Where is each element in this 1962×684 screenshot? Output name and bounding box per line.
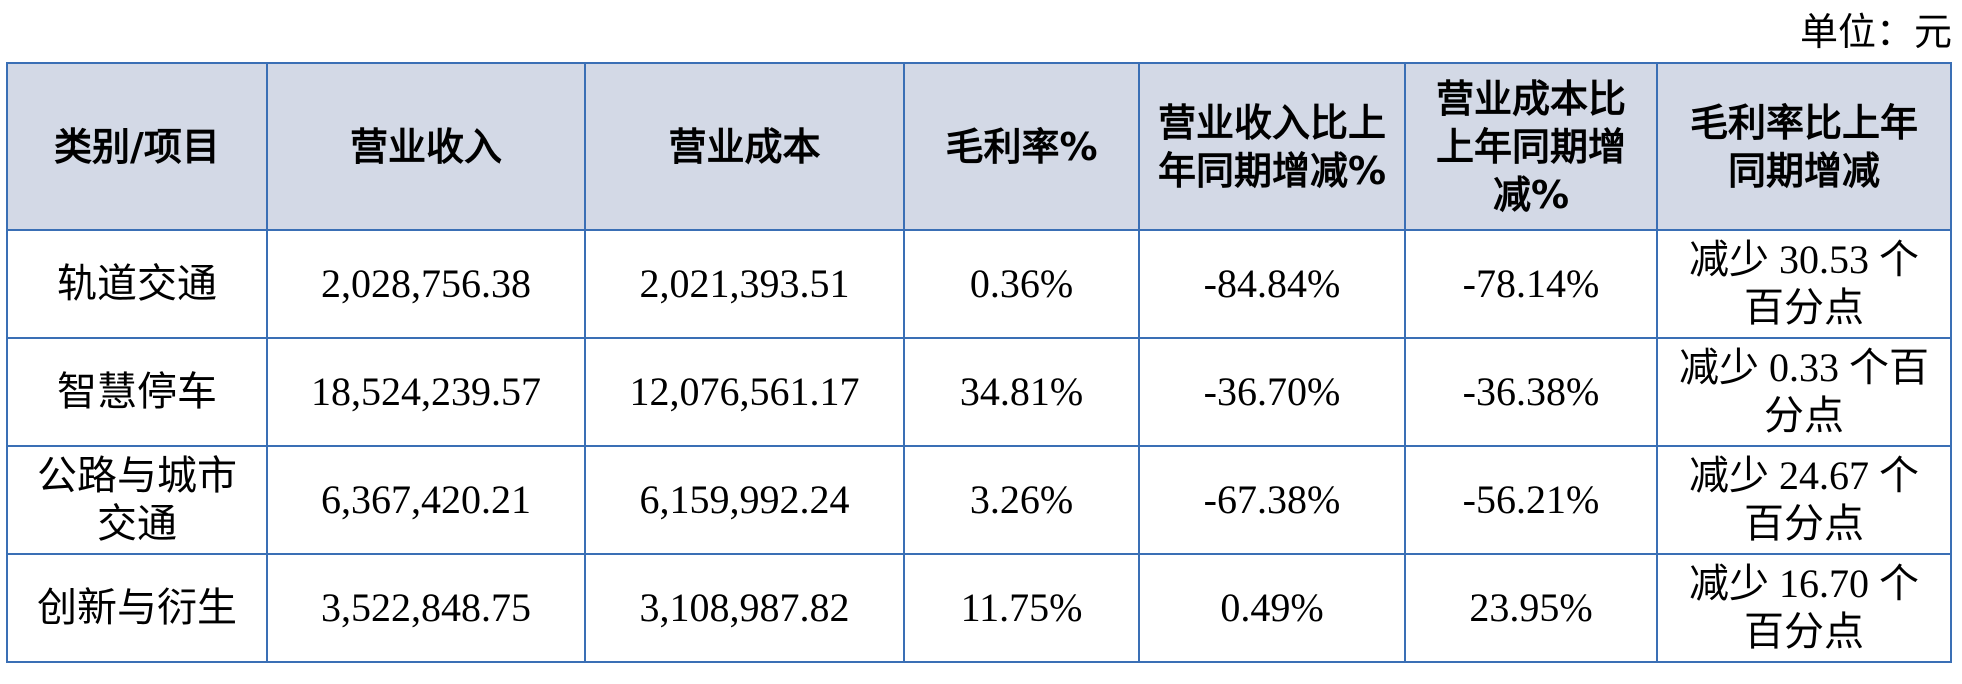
table-cell: 12,076,561.17 — [584, 337, 905, 447]
unit-label: 单位：元 — [1799, 12, 1952, 54]
table-cell: 3.26% — [903, 445, 1140, 555]
header-cell: 营业收入比上年同期增减% — [1138, 62, 1406, 231]
table-cell: -56.21% — [1404, 445, 1658, 555]
header-cell: 营业收入 — [266, 62, 586, 231]
table-row: 轨道交通 2,028,756.38 2,021,393.51 0.36% -84.84%… — [6, 229, 1952, 339]
header-cell: 营业成本 — [584, 62, 905, 231]
header-cell: 毛利率比上年同期增减 — [1656, 62, 1952, 231]
table-cell: 减少 30.53 个百分点 — [1656, 229, 1952, 339]
header-cell: 类别/项目 — [6, 62, 268, 231]
table-cell: 减少 24.67 个百分点 — [1656, 445, 1952, 555]
table-cell: 减少 16.70 个百分点 — [1656, 553, 1952, 663]
table-cell: 0.36% — [903, 229, 1140, 339]
table-cell: 11.75% — [903, 553, 1140, 663]
table-cell: -78.14% — [1404, 229, 1658, 339]
table-cell: -36.70% — [1138, 337, 1406, 447]
table-cell: 34.81% — [903, 337, 1140, 447]
header-cell: 毛利率% — [903, 62, 1140, 231]
table-cell: -36.38% — [1404, 337, 1658, 447]
table-cell: 3,522,848.75 — [266, 553, 586, 663]
table-cell: -84.84% — [1138, 229, 1406, 339]
table-cell: 18,524,239.57 — [266, 337, 586, 447]
table-cell: 6,367,420.21 — [266, 445, 586, 555]
table-cell: 2,021,393.51 — [584, 229, 905, 339]
table-cell: 轨道交通 — [6, 229, 268, 339]
table-cell: 2,028,756.38 — [266, 229, 586, 339]
table-row: 创新与衍生 3,522,848.75 3,108,987.82 11.75% 0.49%… — [6, 553, 1952, 663]
table-cell: 6,159,992.24 — [584, 445, 905, 555]
table-cell: 减少 0.33 个百分点 — [1656, 337, 1952, 447]
table-cell: 23.95% — [1404, 553, 1658, 663]
table-cell: 公路与城市交通 — [6, 445, 268, 555]
header-row: 类别/项目 营业收入 营业成本 毛利率% 营业收入比上年同期增减% 营业成本比上年同期增减… — [6, 62, 1952, 231]
header-cell: 营业成本比上年同期增减% — [1404, 62, 1658, 231]
table-cell: 0.49% — [1138, 553, 1406, 663]
table-cell: 3,108,987.82 — [584, 553, 905, 663]
table-row: 智慧停车 18,524,239.57 12,076,561.17 34.81% -36.… — [6, 337, 1952, 447]
table-cell: -67.38% — [1138, 445, 1406, 555]
table-row: 公路与城市交通 6,367,420.21 6,159,992.24 3.26% -67.… — [6, 445, 1952, 555]
table: 类别/项目 营业收入 营业成本 毛利率% 营业收入比上年同期增减% 营业成本比上年同期增减… — [6, 62, 1952, 663]
table-cell: 创新与衍生 — [6, 553, 268, 663]
table-cell: 智慧停车 — [6, 337, 268, 447]
